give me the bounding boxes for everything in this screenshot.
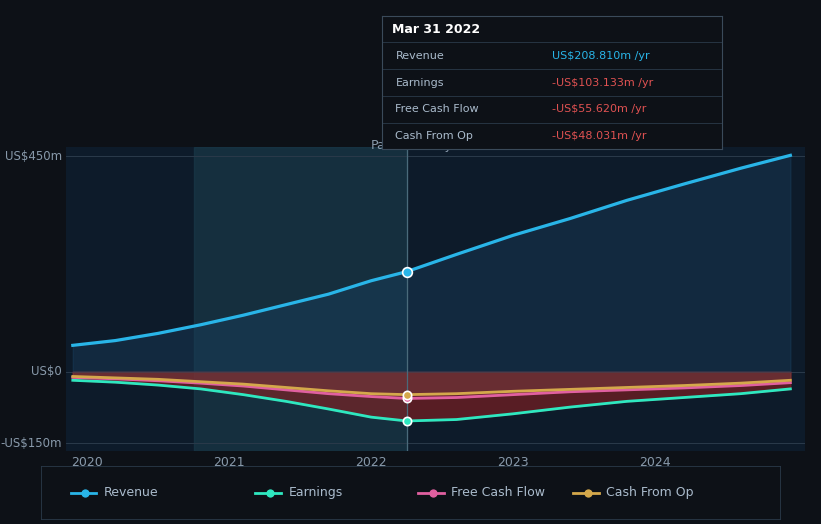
Text: Free Cash Flow: Free Cash Flow [396, 104, 479, 114]
Text: -US$150m: -US$150m [1, 437, 62, 450]
Text: Revenue: Revenue [104, 486, 158, 499]
Text: Cash From Op: Cash From Op [606, 486, 694, 499]
Text: Revenue: Revenue [396, 51, 444, 61]
Text: Analysts Forecasts: Analysts Forecasts [416, 138, 533, 151]
Text: US$0: US$0 [31, 365, 62, 378]
Text: Cash From Op: Cash From Op [396, 131, 473, 141]
Text: US$208.810m /yr: US$208.810m /yr [553, 51, 649, 61]
Text: Free Cash Flow: Free Cash Flow [452, 486, 545, 499]
Text: -US$103.133m /yr: -US$103.133m /yr [553, 78, 654, 88]
Text: -US$55.620m /yr: -US$55.620m /yr [553, 104, 646, 114]
Text: -US$48.031m /yr: -US$48.031m /yr [553, 131, 647, 141]
Text: Earnings: Earnings [396, 78, 444, 88]
Bar [194, 147, 406, 451]
Text: US$450m: US$450m [5, 150, 62, 163]
Text: Past: Past [370, 138, 397, 151]
Text: Mar 31 2022: Mar 31 2022 [392, 23, 480, 36]
Text: Earnings: Earnings [289, 486, 343, 499]
